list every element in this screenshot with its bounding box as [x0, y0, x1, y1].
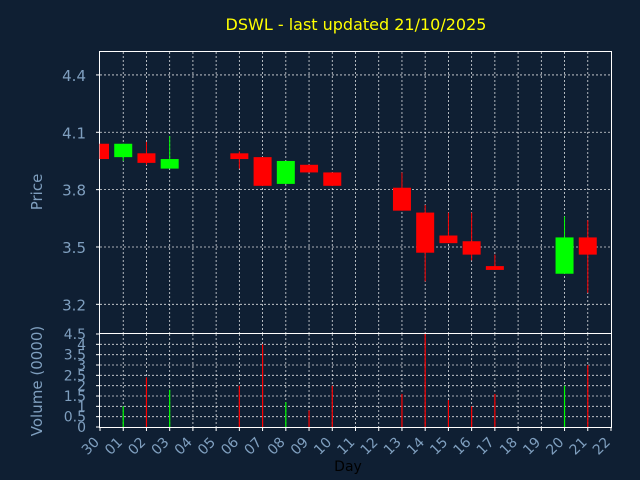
price-tick-label: 3.8: [62, 182, 86, 200]
candle-body: [100, 143, 109, 160]
candle-body: [230, 153, 249, 160]
price-tick-label: 3.2: [62, 296, 86, 314]
volume-tick-label: 4.5: [64, 327, 86, 343]
volume-tick-label: 1.5: [64, 389, 86, 405]
price-tick-label: 3.5: [62, 239, 86, 257]
candle-body: [555, 237, 574, 274]
volume-tick-label: 3.5: [64, 348, 86, 364]
volume-tick-label: 4: [77, 337, 86, 353]
candle-body: [439, 235, 458, 244]
volume-grid: [100, 334, 611, 427]
candle-body: [253, 157, 272, 186]
price-y-axis: 4.4 4.1 3.8 3.5 3.2: [62, 67, 100, 314]
volume-tick-label: 2.5: [64, 368, 86, 384]
volume-tick-label: 0.5: [64, 410, 86, 426]
volume-tick-label: 2: [77, 379, 86, 395]
price-tick-label: 4.4: [62, 67, 86, 85]
candle-body: [462, 241, 481, 255]
candle-body: [137, 153, 156, 163]
candle-body: [485, 266, 504, 270]
volume-tick-label: 1: [77, 399, 86, 415]
volume-bars-layer: [122, 334, 589, 427]
candle-body: [392, 187, 411, 211]
candle-body: [578, 237, 597, 255]
chart-title: DSWL - last updated 21/10/2025: [226, 15, 487, 34]
price-grid: [100, 52, 611, 333]
candle-body: [300, 164, 319, 173]
candle-body: [416, 212, 435, 253]
volume-y-axis: 4.543.532.521.510.50: [64, 327, 100, 436]
price-tick-label: 4.1: [62, 124, 86, 142]
candle-body: [323, 172, 342, 186]
x-axis-label: Day: [334, 459, 362, 475]
price-axis-label: Price: [28, 174, 46, 211]
volume-axis-label: Volume (0000): [28, 326, 46, 436]
candle-body: [160, 159, 179, 169]
volume-tick-label: 3: [77, 358, 86, 374]
candle-body: [276, 160, 295, 184]
candle-body: [114, 143, 133, 158]
candles-layer: [99, 136, 597, 293]
volume-tick-label: 0: [77, 420, 86, 436]
